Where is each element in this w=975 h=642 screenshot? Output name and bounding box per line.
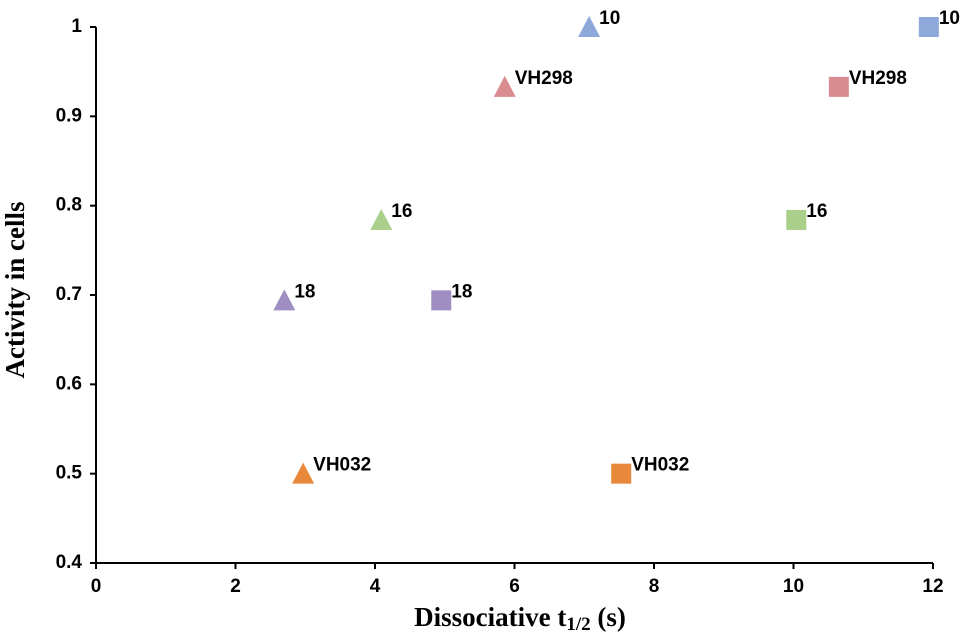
x-tick-label: 10 — [783, 576, 804, 597]
y-tick-label: 0.8 — [56, 195, 82, 216]
y-tick-label: 0.7 — [56, 284, 82, 305]
triangle-point — [273, 289, 296, 311]
point-label: VH298 — [849, 68, 907, 89]
square-point — [828, 76, 849, 97]
square-point — [611, 463, 632, 484]
point-label: VH298 — [515, 68, 573, 89]
square-point — [918, 17, 939, 37]
point-label: 18 — [451, 281, 472, 302]
x-tick-label: 8 — [649, 576, 660, 597]
triangle-point — [578, 16, 601, 37]
point-label: 16 — [806, 201, 827, 222]
point-label: VH032 — [631, 455, 689, 476]
triangle-point — [370, 208, 393, 230]
y-tick-label: 1 — [71, 16, 82, 37]
y-tick-label: 0.9 — [56, 105, 82, 126]
x-tick-label: 12 — [922, 576, 943, 597]
point-label: 10 — [599, 8, 620, 29]
triangle-point — [493, 75, 516, 97]
point-label: 10 — [939, 8, 960, 29]
x-label-main: Dissociative t — [414, 602, 566, 632]
square-point — [431, 290, 452, 311]
x-label-subscript: 1/2 — [566, 614, 590, 635]
triangle-point — [292, 462, 315, 484]
y-tick-label: 0.4 — [56, 552, 83, 573]
x-tick-label: 6 — [509, 576, 520, 597]
point-label: VH032 — [313, 455, 371, 476]
x-axis-label: Dissociative t1/2 (s) — [414, 602, 626, 635]
point-label: 16 — [391, 201, 412, 222]
point-label: 18 — [294, 281, 315, 302]
x-label-unit: (s) — [591, 602, 626, 632]
y-tick-label: 0.6 — [56, 373, 82, 394]
y-axis-label: Activity in cells — [0, 202, 30, 379]
y-tick-label: 0.5 — [56, 463, 83, 484]
x-tick-label: 0 — [91, 576, 102, 597]
square-point — [786, 209, 807, 230]
x-tick-label: 2 — [230, 576, 241, 597]
x-tick-label: 4 — [370, 576, 381, 597]
